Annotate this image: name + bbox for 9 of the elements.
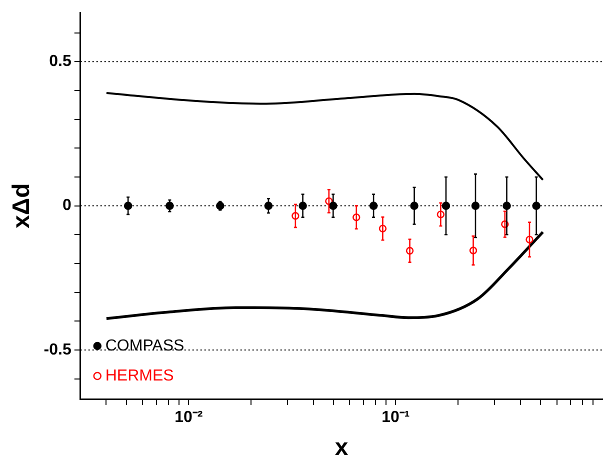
y-tick-label: -0.5 (44, 341, 72, 358)
x-tick-label: 10⁻¹ (382, 409, 410, 426)
x-axis-title: x (334, 434, 349, 462)
legend-label: COMPASS (105, 337, 184, 354)
x-tick-label: 10⁻² (174, 409, 203, 426)
y-tick-label: 0 (62, 197, 72, 214)
legend-label: HERMES (105, 367, 174, 384)
y-tick-label: 0.5 (49, 53, 72, 70)
y-axis-title: xΔd (8, 183, 36, 228)
